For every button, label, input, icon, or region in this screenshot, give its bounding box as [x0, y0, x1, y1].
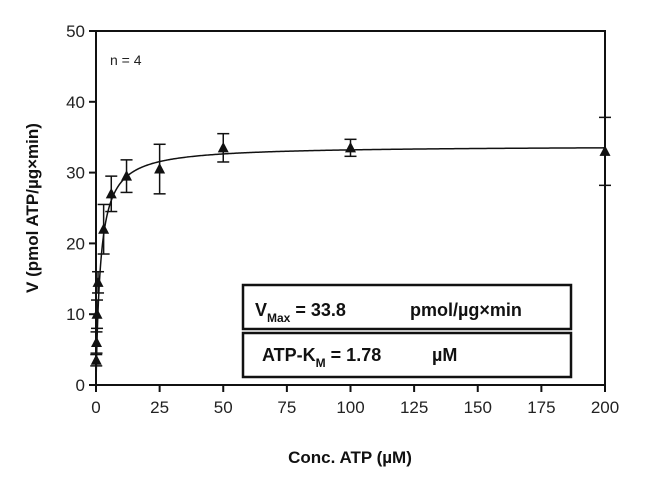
x-tick-label: 200	[591, 398, 619, 417]
data-point	[153, 143, 166, 195]
triangle-marker	[91, 336, 103, 348]
data-point	[217, 132, 230, 163]
triangle-marker	[91, 308, 103, 319]
x-tick-label: 125	[400, 398, 428, 417]
y-tick-label: 0	[76, 376, 85, 395]
x-tick-label: 175	[527, 398, 555, 417]
y-axis: 0 10 20 30 40 50	[66, 22, 96, 395]
data-point	[105, 175, 118, 213]
triangle-marker	[105, 187, 117, 199]
vmax-label: VMax = 33.8	[255, 300, 346, 325]
data-points	[90, 116, 611, 367]
data-point	[91, 299, 104, 330]
triangle-marker	[90, 354, 102, 365]
triangle-marker	[98, 223, 110, 234]
x-tick-label: 0	[91, 398, 100, 417]
y-tick-label: 50	[66, 22, 85, 41]
y-tick-label: 10	[66, 305, 85, 324]
triangle-marker	[92, 276, 104, 287]
triangle-marker	[345, 141, 356, 153]
y-tick-label: 20	[66, 234, 85, 253]
data-point	[90, 331, 103, 354]
y-tick-label: 30	[66, 164, 85, 183]
triangle-marker	[154, 163, 166, 174]
x-tick-label: 25	[150, 398, 169, 417]
y-axis-title: V (pmol ATP/µg×min)	[23, 123, 42, 293]
data-point	[599, 116, 611, 187]
triangle-marker	[121, 170, 133, 181]
km-unit: µM	[432, 345, 457, 365]
x-tick-label: 75	[277, 398, 296, 417]
x-tick-label: 50	[214, 398, 233, 417]
triangle-marker	[217, 141, 229, 153]
y-tick-label: 40	[66, 93, 85, 112]
data-point	[92, 270, 105, 294]
x-tick-label: 150	[464, 398, 492, 417]
vmax-unit: pmol/µg×min	[410, 300, 522, 320]
vmax-box	[241, 283, 573, 331]
data-point	[97, 203, 110, 255]
x-tick-label: 100	[336, 398, 364, 417]
data-point	[344, 138, 357, 158]
x-axis: 0 25 50 75 100 125 150 175 200	[91, 385, 619, 417]
x-axis-title: Conc. ATP (µM)	[288, 448, 412, 467]
n-annotation: n = 4	[110, 52, 142, 68]
km-box	[241, 331, 573, 379]
data-point	[120, 159, 133, 194]
triangle-marker	[599, 145, 611, 156]
km-label: ATP-KM = 1.78	[262, 345, 381, 370]
data-point	[90, 353, 103, 367]
